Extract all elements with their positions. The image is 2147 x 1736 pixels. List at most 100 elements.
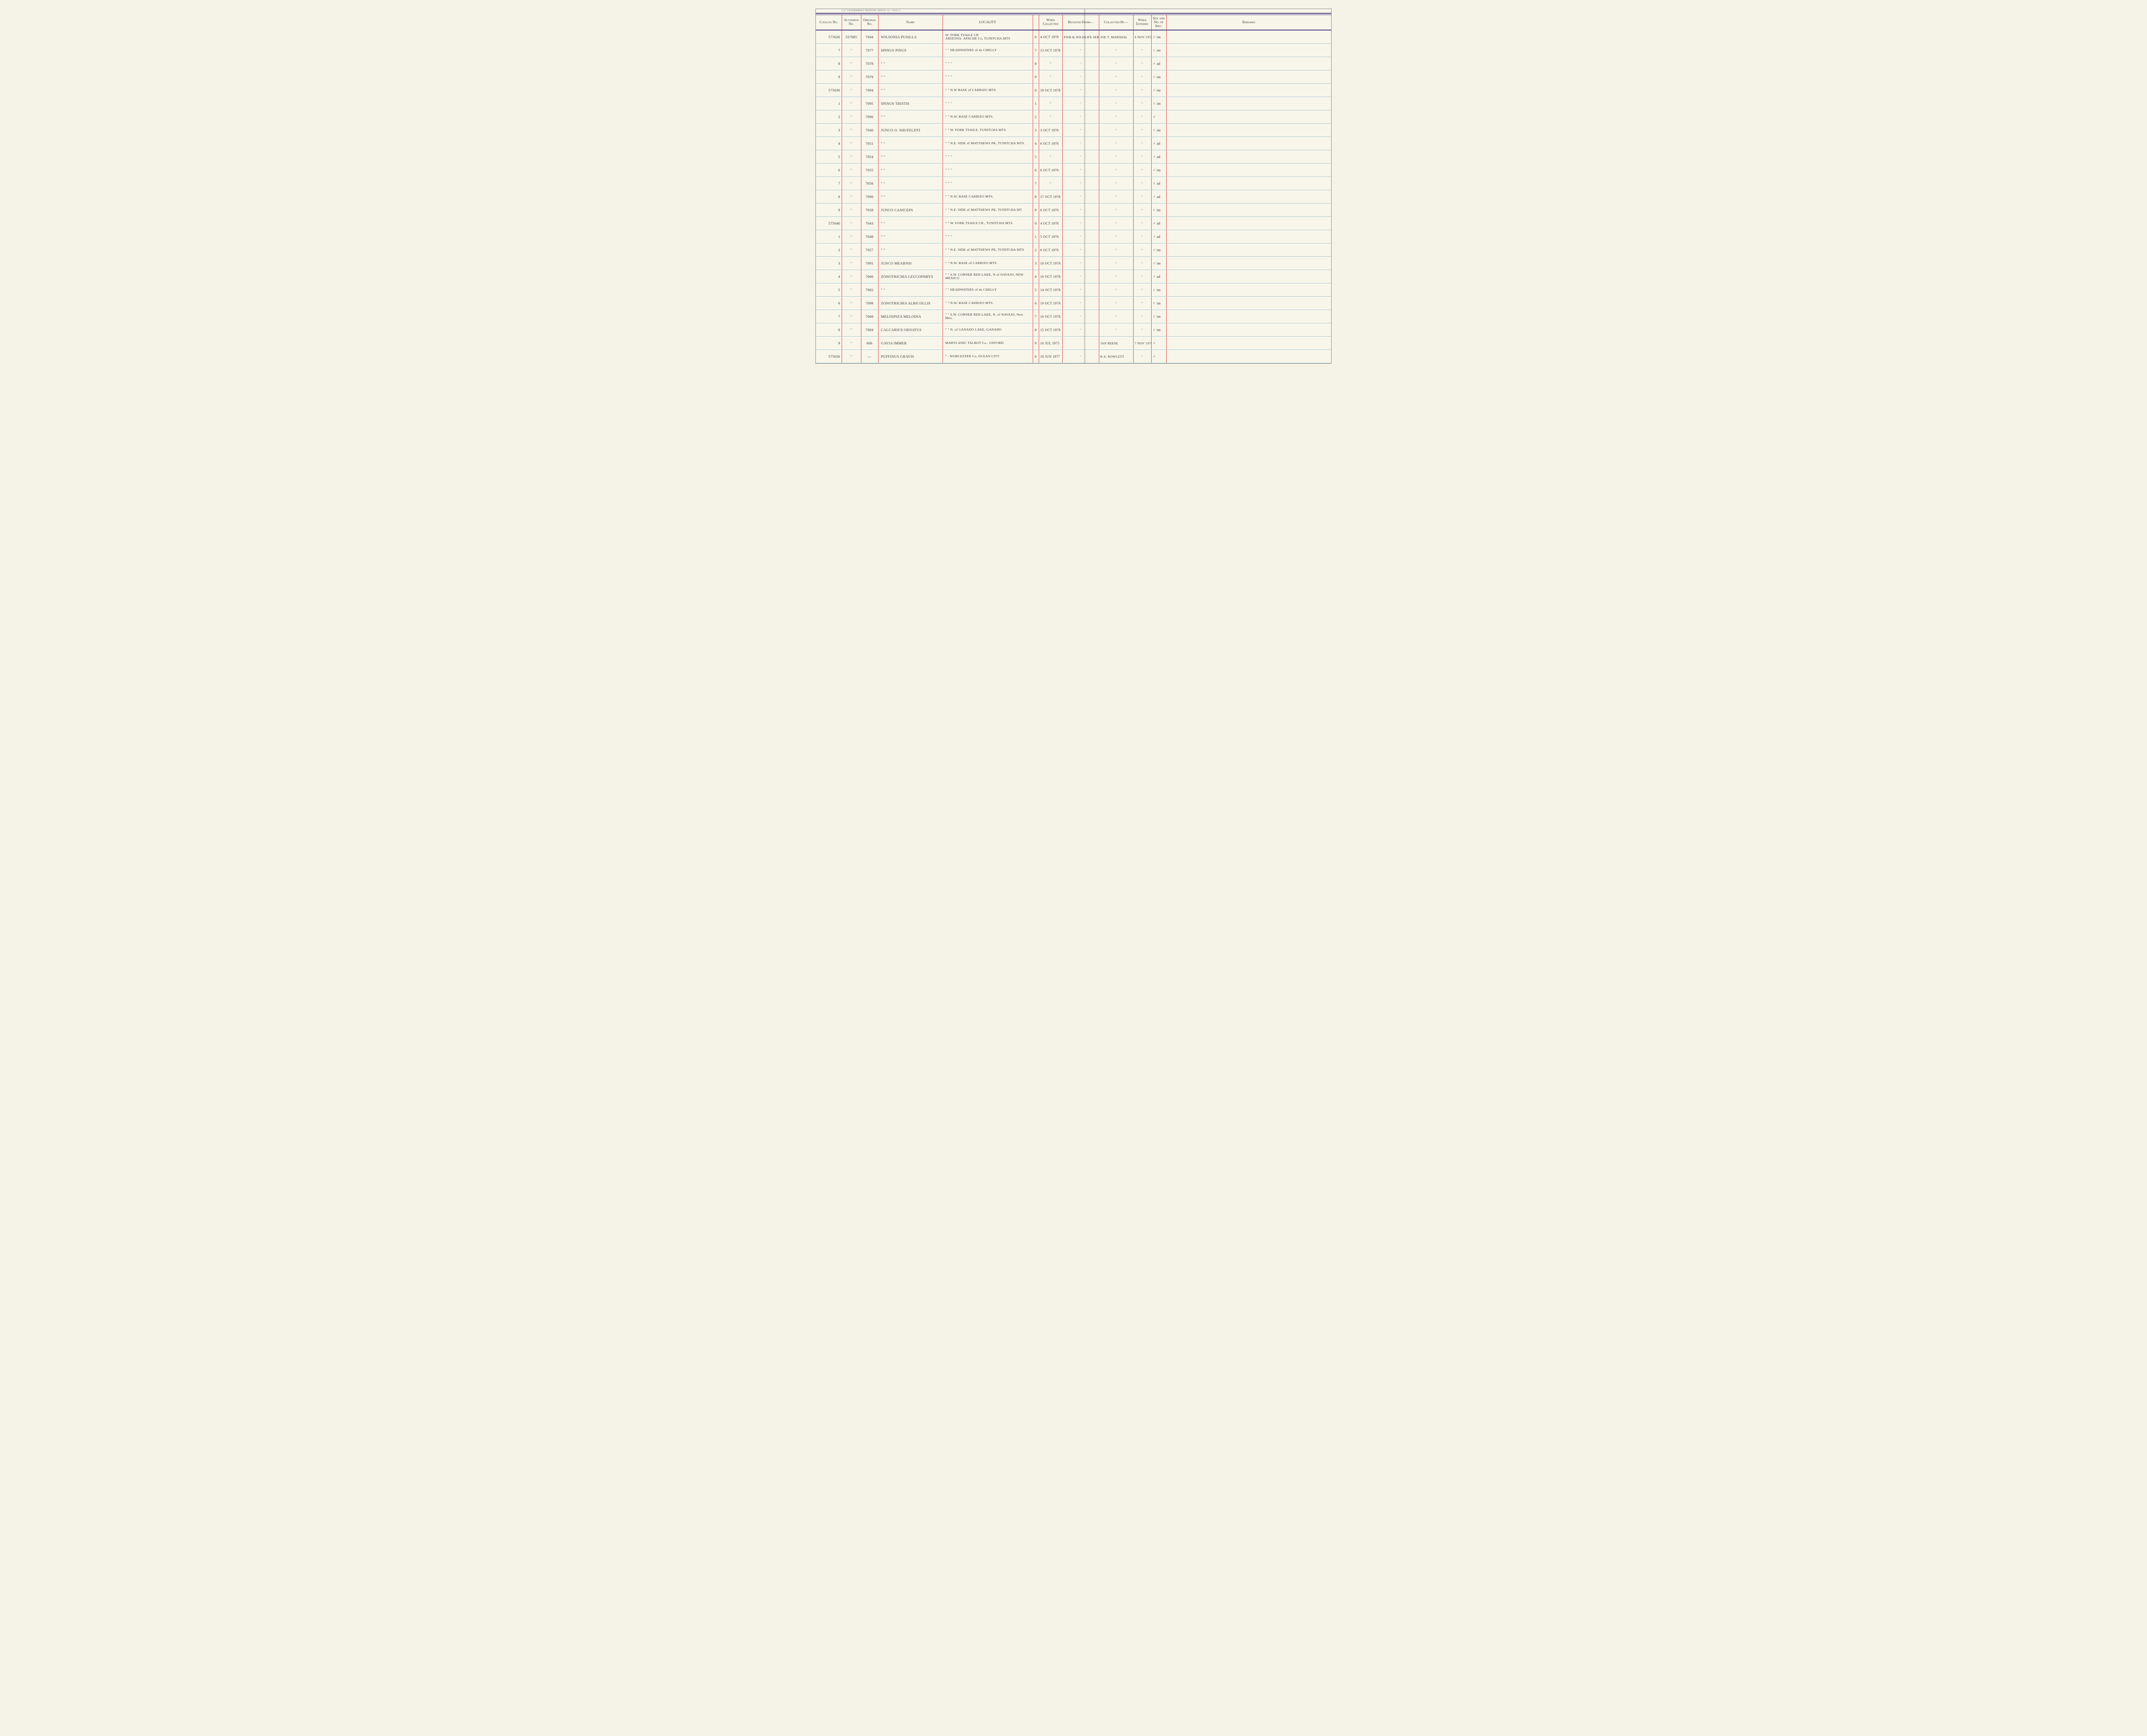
table-row: 3"7040JUNCO O. SHUFELDTI" " W. FORK TSAI… <box>816 124 1331 137</box>
cell-catalog: 7 <box>816 177 842 190</box>
cell-collected: 3 OCT 1978 <box>1039 124 1062 137</box>
col-header-accession: Accession No. <box>842 15 861 30</box>
cell-entered: " <box>1133 177 1151 190</box>
cell-sex: ♀ im <box>1151 124 1166 137</box>
cell-locality: " " W. FORK TSAILE CR., TUNITCHA MTS. <box>943 217 1033 230</box>
cell-name: " " <box>878 243 943 257</box>
cell-collectedby: " <box>1099 310 1133 323</box>
col-header-collectedby: Collected By— <box>1099 15 1133 30</box>
cell-remarks <box>1166 350 1331 363</box>
cell-collected: 18 OCT 1978 <box>1039 84 1062 97</box>
cell-locality: MARYLAND: TALBOT Co., OXFORD <box>943 337 1033 350</box>
cell-sex: ♀ im <box>1151 204 1166 217</box>
cell-locality: " " N.W. BASE of CARRIZO MTS. <box>943 257 1033 270</box>
cell-entered: " <box>1133 204 1151 217</box>
cell-locality: " " N.E. SIDE of MATTHEWS PK, TUNITCHA M… <box>943 204 1033 217</box>
cell-accession: 337085 <box>842 30 861 44</box>
cell-original: 7077 <box>861 44 878 57</box>
cell-entered: " <box>1133 44 1151 57</box>
table-row: 6"7055" "" " "66 OCT 1978"""♂ im <box>816 164 1331 177</box>
cell-remarks <box>1166 124 1331 137</box>
cell-name: SPINUS TRISTIS <box>878 97 943 110</box>
cell-collectedby: " <box>1099 177 1133 190</box>
cell-catalog: 575640 <box>816 217 842 230</box>
cell-accession: " <box>842 70 861 84</box>
cell-catalog: 9 <box>816 337 842 350</box>
cell-remarks <box>1166 110 1331 124</box>
cell-sex: ♂ im <box>1151 164 1166 177</box>
cell-received: " <box>1062 97 1099 110</box>
cell-original: 7055 <box>861 164 878 177</box>
cell-original: 7096 <box>861 110 878 124</box>
cell-received: " <box>1062 57 1099 70</box>
cell-received: " <box>1062 283 1099 297</box>
cell-accession: " <box>842 84 861 97</box>
cell-received: " <box>1062 310 1099 323</box>
col-header-locality: LOCALITY <box>943 15 1033 30</box>
cell-name: ZONOTRICHIA ALBICOLLIS <box>878 297 943 310</box>
cell-entered: " <box>1133 310 1151 323</box>
cell-original: 7057 <box>861 243 878 257</box>
cell-catalog: 4 <box>816 270 842 283</box>
cell-original: 7099 <box>861 297 878 310</box>
cell-accession: " <box>842 350 861 363</box>
cell-row: 7 <box>1033 310 1039 323</box>
cell-catalog: 3 <box>816 124 842 137</box>
cell-remarks <box>1166 150 1331 164</box>
cell-row: 7 <box>1033 44 1039 57</box>
table-row: 575650"—PUFFINUS GRAVIS" : WORCESTER Co,… <box>816 350 1331 363</box>
cell-entered: " <box>1133 70 1151 84</box>
cell-catalog: 4 <box>816 137 842 150</box>
cell-original: 7048 <box>861 230 878 243</box>
cell-collected: 6 OCT 1978 <box>1039 243 1062 257</box>
cell-collected: 17 OCT 1978 <box>1039 190 1062 204</box>
cell-locality: " " " <box>943 230 1033 243</box>
col-header-rownum <box>1033 15 1039 30</box>
cell-row: 9 <box>1033 337 1039 350</box>
cell-name: SPINUS PINUS <box>878 44 943 57</box>
cell-collected: 13 OCT 1978 <box>1039 44 1062 57</box>
cell-collectedby: " <box>1099 190 1133 204</box>
cell-name: MELOSPIZA MELODIA <box>878 310 943 323</box>
cell-received: " <box>1062 297 1099 310</box>
cell-sex: ♂ <box>1151 110 1166 124</box>
cell-accession: " <box>842 124 861 137</box>
cell-received: " <box>1062 230 1099 243</box>
cell-received: " <box>1062 270 1099 283</box>
col-header-name: Name <box>878 15 943 30</box>
cell-received: " <box>1062 350 1099 363</box>
cell-sex: ♀ im <box>1151 297 1166 310</box>
table-body: 5756263370857044WILSONIA PUSILLAW. FORK … <box>816 30 1331 363</box>
cell-row: 8 <box>1033 323 1039 337</box>
cell-sex: ♀ im <box>1151 44 1166 57</box>
cell-accession: " <box>842 190 861 204</box>
cell-sex: ♂ ad <box>1151 230 1166 243</box>
cell-locality: " " " <box>943 177 1033 190</box>
cell-name: CALCARIUS ORNATUS <box>878 323 943 337</box>
cell-sex: ♂ ad <box>1151 150 1166 164</box>
cell-catalog: 9 <box>816 204 842 217</box>
cell-row: 0 <box>1033 350 1039 363</box>
cell-entered: 7 NOV 1978 <box>1133 337 1151 350</box>
cell-remarks <box>1166 297 1331 310</box>
cell-sex: ♂ im <box>1151 257 1166 270</box>
cell-collectedby: " <box>1099 150 1133 164</box>
cell-entered: 6 NOV 1978 <box>1133 30 1151 44</box>
table-row: 5"7054" "" " "5""""♂ ad <box>816 150 1331 164</box>
cell-row: 2 <box>1033 243 1039 257</box>
cell-name: JUNCO O. SHUFELDTI <box>878 124 943 137</box>
cell-received: " <box>1062 150 1099 164</box>
cell-collected: 6 OCT 1978 <box>1039 164 1062 177</box>
cell-name: ZONOTRICHIA LEUCOPHRYS <box>878 270 943 283</box>
cell-remarks <box>1166 270 1331 283</box>
cell-collected: 5 OCT 1978 <box>1039 230 1062 243</box>
table-row: 3"7091JUNCO MEARNSI" " N.W. BASE of CARR… <box>816 257 1331 270</box>
cell-entered: " <box>1133 97 1151 110</box>
cell-locality: " : WORCESTER Co, OCEAN CITY <box>943 350 1033 363</box>
cell-collectedby: JOE T. MARSHAL <box>1099 30 1133 44</box>
cell-sex: ♂ im <box>1151 30 1166 44</box>
cell-accession: " <box>842 177 861 190</box>
cell-locality: " " N.W. BASE CARRIZO MTS. <box>943 190 1033 204</box>
cell-entered: " <box>1133 270 1151 283</box>
cell-remarks <box>1166 217 1331 230</box>
